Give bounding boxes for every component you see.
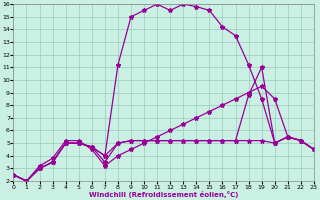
X-axis label: Windchill (Refroidissement éolien,°C): Windchill (Refroidissement éolien,°C) xyxy=(89,191,238,198)
